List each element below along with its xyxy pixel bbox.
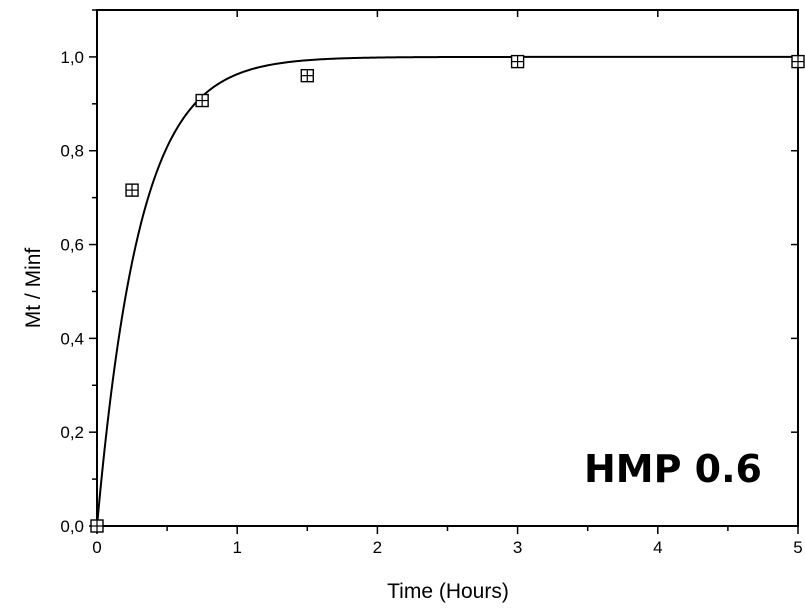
x-tick-label: 3 xyxy=(513,538,522,557)
x-tick-label: 0 xyxy=(92,538,101,557)
chart-annotation: HMP 0.6 xyxy=(584,447,762,491)
y-tick-label: 0,4 xyxy=(60,329,84,348)
y-axis: 0,0 0,2 0,4 0,6 0,8 1,0 xyxy=(60,9,798,536)
y-tick-label: 0,8 xyxy=(60,142,84,161)
data-point xyxy=(510,54,525,69)
data-point xyxy=(125,183,139,197)
x-tick-label: 5 xyxy=(793,538,802,557)
data-points xyxy=(90,54,805,533)
x-axis: 0 1 2 3 4 5 xyxy=(92,10,803,557)
x-tick-label: 2 xyxy=(373,538,382,557)
y-axis-title: Mt / Minf xyxy=(22,248,45,329)
x-tick-label: 1 xyxy=(232,538,241,557)
y-tick-label: 0,6 xyxy=(60,236,84,255)
x-tick-label: 4 xyxy=(653,538,662,557)
y-tick-label: 0,2 xyxy=(60,423,84,442)
x-axis-title: Time (Hours) xyxy=(387,580,509,603)
fit-curve-layer xyxy=(96,55,798,527)
fit-curve xyxy=(96,55,798,527)
data-point xyxy=(791,54,805,69)
y-tick-label: 1,0 xyxy=(60,48,84,67)
data-point xyxy=(90,519,104,533)
data-point xyxy=(195,93,209,108)
data-point xyxy=(300,68,314,83)
y-tick-label: 0,0 xyxy=(60,517,84,536)
